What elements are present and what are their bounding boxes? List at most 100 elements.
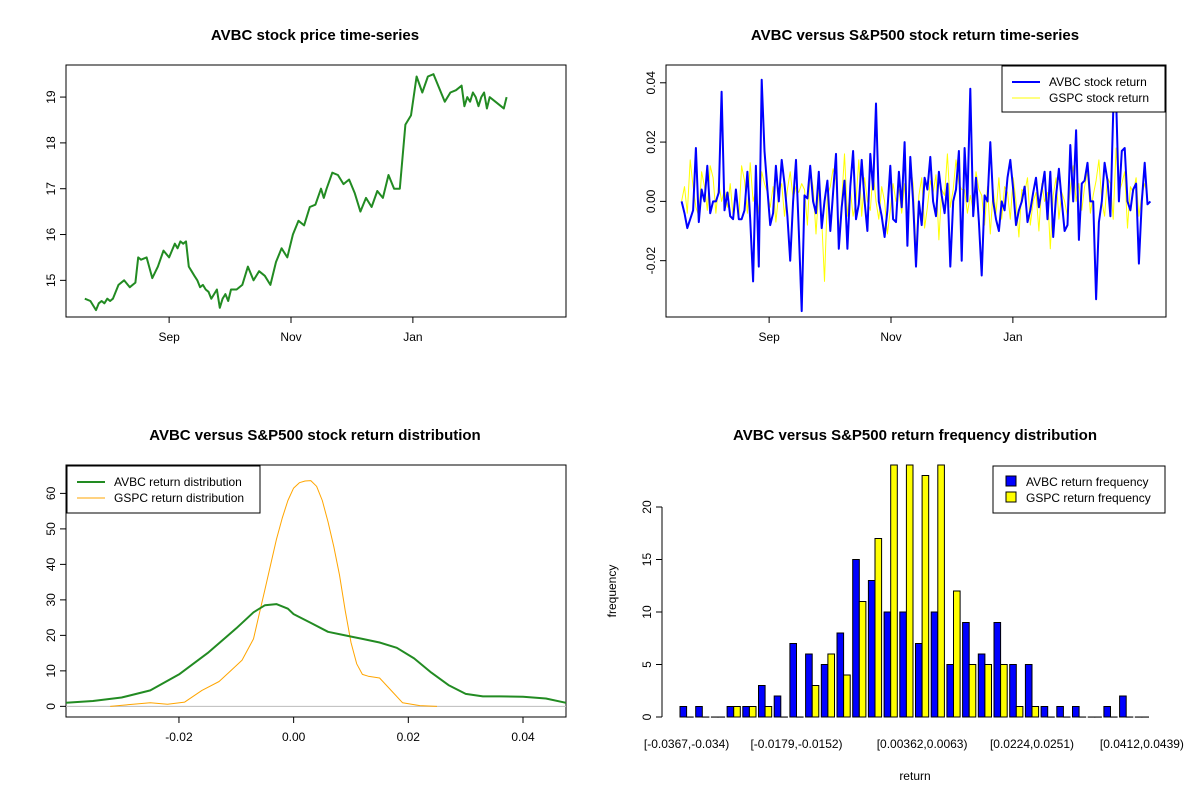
price-axis-ticks: 15 16 17 18 19 Sep Nov Jan	[44, 90, 423, 344]
histogram-bar-gspc	[1015, 706, 1024, 718]
density-axis-ticks: 0 10 20 30 40 50 60 -0.02 0.00 0.02 0.04	[44, 486, 535, 744]
histogram-bar-gspc	[984, 664, 993, 718]
density-x-tick-label: 0.00	[282, 730, 306, 744]
return-ts-y-tick-label: 0.00	[644, 189, 658, 213]
return-ts-x-tick-label: Jan	[1003, 330, 1022, 344]
histogram-bar-avbc	[679, 706, 688, 718]
price-y-tick-label: 16	[44, 228, 58, 242]
return-ts-x-tick-label: Sep	[758, 330, 780, 344]
histogram-bar-avbc	[1024, 664, 1033, 718]
histogram-x-tick-label: [0.0412,0.0439)	[1100, 737, 1184, 751]
histogram-bar-gspc	[890, 464, 898, 718]
histogram-bar-avbc	[820, 664, 829, 718]
density-line-gspc	[110, 480, 438, 707]
histogram-x-axis-label: return	[899, 769, 930, 783]
histogram-y-tick-label: 10	[640, 605, 654, 619]
density-y-tick-label: 20	[44, 628, 58, 642]
histogram-bar-avbc	[742, 706, 750, 718]
histogram-bar-avbc	[789, 643, 798, 718]
histogram-x-tick-label: [0.00362,0.0063)	[877, 737, 968, 751]
histogram-bar-avbc	[1009, 664, 1017, 718]
histogram-bar-avbc	[946, 664, 955, 718]
price-y-tick-label: 18	[44, 136, 58, 150]
histogram-legend-box	[992, 465, 1166, 514]
return-ts-chart-title: AVBC versus S&P500 stock return time-ser…	[751, 27, 1079, 44]
histogram-bar-gspc	[953, 590, 961, 718]
return-ts-y-tick-label: -0.02	[644, 247, 658, 275]
price-y-tick-label: 19	[44, 90, 58, 104]
histogram-bar-gspc	[733, 706, 741, 718]
histogram-bar-avbc	[867, 580, 876, 718]
price-series	[84, 73, 508, 312]
price-x-tick-label: Jan	[403, 330, 422, 344]
histogram-chart-title: AVBC versus S&P500 return frequency dist…	[733, 427, 1097, 444]
histogram-bar-avbc	[836, 632, 845, 718]
density-panel: AVBC versus S&P500 stock return distribu…	[44, 427, 567, 744]
histogram-bar-gspc	[843, 674, 851, 718]
return-ts-line-avbc	[680, 78, 1152, 313]
price-chart-title: AVBC stock price time-series	[211, 27, 419, 44]
histogram-bar-gspc	[748, 706, 757, 718]
density-y-tick-label: 40	[44, 557, 58, 571]
density-y-tick-label: 50	[44, 522, 58, 536]
return-ts-axis-ticks: -0.02 0.00 0.02 0.04 Sep Nov Jan	[644, 71, 1023, 344]
legend-avbc-density-label: AVBC return distribution	[114, 475, 242, 489]
histogram-bar-avbc	[993, 622, 1002, 718]
histogram-bar-avbc	[915, 643, 923, 718]
histogram-bar-gspc	[827, 653, 836, 718]
density-y-tick-label: 0	[44, 703, 58, 710]
histogram-bar-avbc	[726, 706, 735, 718]
return-ts-series	[680, 78, 1152, 313]
histogram-bar-avbc	[977, 653, 986, 718]
histogram-bar-gspc	[858, 601, 867, 718]
histogram-bar-gspc	[921, 475, 930, 718]
price-x-tick-label: Sep	[158, 330, 180, 344]
histogram-bar-avbc	[1103, 706, 1112, 718]
histogram-x-tick-label: [-0.0367,-0.034)	[644, 737, 729, 751]
histogram-bar-avbc	[1072, 706, 1080, 718]
return-ts-legend-box	[1001, 65, 1166, 113]
histogram-bar-avbc	[1056, 706, 1064, 718]
density-y-tick-label: 60	[44, 486, 58, 500]
histogram-legend: AVBC return frequency GSPC return freque…	[992, 465, 1166, 514]
price-y-tick-label: 15	[44, 273, 58, 287]
histogram-bar-avbc	[852, 559, 860, 718]
legend-avbc-frequency-label: AVBC return frequency	[1026, 475, 1149, 489]
histogram-bar-avbc	[758, 685, 766, 718]
legend-gspc-density-label: GSPC return distribution	[114, 491, 244, 505]
histogram-bar-gspc	[937, 464, 945, 718]
histogram-bars	[679, 464, 1150, 718]
histogram-bar-avbc	[1040, 706, 1049, 718]
density-series	[65, 480, 567, 707]
legend-gspc-return-label: GSPC stock return	[1049, 91, 1149, 105]
return-ts-y-tick-label: 0.02	[644, 130, 658, 154]
histogram-panel: AVBC versus S&P500 return frequency dist…	[605, 427, 1184, 783]
legend-gspc-frequency-label: GSPC return frequency	[1026, 491, 1151, 505]
legend-avbc-return-label: AVBC stock return	[1049, 75, 1147, 89]
histogram-bar-avbc	[695, 706, 703, 718]
histogram-bar-gspc	[1031, 706, 1040, 718]
histogram-y-tick-label: 0	[640, 713, 654, 720]
histogram-y-tick-label: 15	[640, 553, 654, 567]
histogram-bar-avbc	[1119, 695, 1127, 718]
histogram-axis-ticks: 0 5 10 15 20 [-0.0367,-0.034) [-0.0179,-0.0152…	[640, 500, 1184, 751]
histogram-bar-avbc	[962, 622, 970, 718]
density-x-tick-label: -0.02	[165, 730, 193, 744]
density-legend-box	[66, 465, 261, 514]
density-line-avbc	[65, 603, 567, 704]
density-x-tick-label: 0.04	[511, 730, 535, 744]
histogram-bar-gspc	[874, 538, 883, 718]
histogram-bar-avbc	[899, 611, 907, 718]
histogram-x-tick-label: [0.0224,0.0251)	[990, 737, 1074, 751]
histogram-bar-gspc	[905, 464, 914, 718]
density-y-tick-label: 10	[44, 664, 58, 678]
histogram-bar-gspc	[811, 685, 820, 718]
histogram-bar-avbc	[805, 653, 813, 718]
histogram-y-tick-label: 5	[640, 661, 654, 668]
histogram-y-tick-label: 20	[640, 500, 654, 514]
return-ts-x-tick-label: Nov	[880, 330, 901, 344]
histogram-bar-avbc	[883, 611, 892, 718]
density-legend: AVBC return distribution GSPC return dis…	[66, 465, 261, 514]
